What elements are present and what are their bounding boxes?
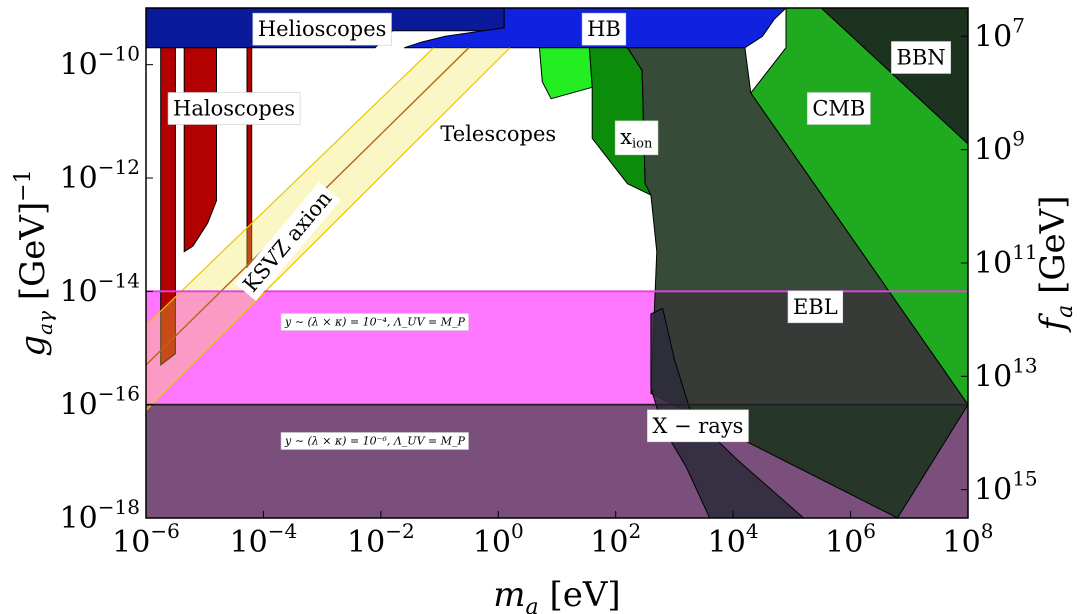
x-axis-title: ma [eV] [493, 575, 620, 614]
hb-label: HB [581, 12, 627, 46]
y-tick-label: 10−12 [60, 155, 140, 196]
y-right-tick-label: 107 [974, 13, 1025, 54]
y4-label: y ∼ (λ × κ) = 10⁻⁴, Λ_UV = M_P [280, 313, 469, 331]
y-tick-label: 10−10 [60, 42, 140, 83]
x-tick-label: 104 [708, 519, 759, 560]
y-tick-label: 10−16 [60, 382, 140, 423]
ebl-label: EBL [787, 290, 844, 324]
svg-text:y ∼ (λ × κ) = 10⁻⁶, Λ_UV = M_: y ∼ (λ × κ) = 10⁻⁶, Λ_UV = M_P [284, 435, 465, 448]
y-tick-label: 10−14 [60, 268, 140, 309]
bbn-label: BBN [891, 41, 951, 74]
svg-text:Telescopes: Telescopes [440, 122, 556, 146]
x-tick-label: 100 [473, 519, 524, 560]
y-right-tick-label: 1011 [974, 240, 1038, 281]
y-axis-title-right: fa [GeV] [1033, 196, 1078, 334]
svg-text:X − rays: X − rays [652, 414, 743, 438]
x-tick-label: 10−4 [230, 519, 298, 560]
svg-text:CMB: CMB [812, 97, 865, 121]
x-tick-label: 10−2 [347, 519, 415, 560]
ksvz-label-box [234, 182, 341, 301]
svg-text:Haloscopes: Haloscopes [173, 97, 295, 121]
helioscopes-label: Helioscopes [252, 12, 392, 46]
x-tick-label: 10−6 [112, 519, 180, 560]
svg-text:y ∼ (λ × κ) = 10⁻⁴, Λ_UV = M_: y ∼ (λ × κ) = 10⁻⁴, Λ_UV = M_P [284, 316, 465, 329]
svg-text:HB: HB [587, 17, 621, 41]
x-tick-label: 102 [590, 519, 641, 560]
x-tick-label: 108 [943, 519, 994, 560]
y-right-tick-label: 109 [974, 127, 1025, 168]
y-ticks-right: 107 109 1011 1013 1015 [961, 13, 1038, 508]
xrays-label: X − rays [647, 409, 749, 443]
x-tick-label: 106 [825, 519, 876, 560]
xion-label: xion [614, 120, 659, 156]
y-axis-title-left: gaγ [GeV]−1 [11, 169, 57, 356]
svg-text:BBN: BBN [896, 46, 945, 70]
region-haloscopes-bar-2 [183, 47, 217, 253]
y-right-tick-label: 1015 [974, 467, 1038, 508]
y-right-tick-label: 1013 [974, 353, 1038, 394]
region-green-strip [538, 47, 593, 100]
svg-text:EBL: EBL [793, 295, 838, 319]
ksvz-upper-line [146, 47, 435, 326]
svg-text:Helioscopes: Helioscopes [258, 17, 387, 41]
region-haloscopes-bar-1 [160, 47, 176, 367]
haloscopes-label: Haloscopes [167, 92, 301, 125]
ksvz-lower-line [146, 47, 511, 411]
y6-label: y ∼ (λ × κ) = 10⁻⁶, Λ_UV = M_P [280, 432, 469, 450]
cmb-label: CMB [807, 92, 871, 125]
telescopes-label: Telescopes [440, 122, 556, 146]
region-cmb [750, 8, 968, 406]
